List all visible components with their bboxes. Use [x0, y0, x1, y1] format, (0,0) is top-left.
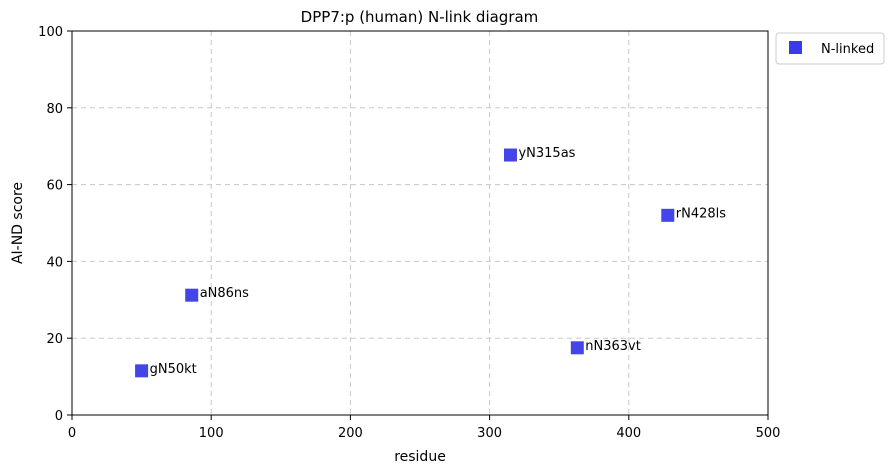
data-point	[185, 288, 199, 302]
x-tick-label: 500	[756, 426, 781, 441]
y-axis: 0 20 40 60 80 100	[38, 25, 72, 424]
point-label: gN50kt	[150, 362, 197, 377]
legend-label: N-linked	[821, 42, 874, 57]
x-tick-label: 0	[68, 426, 76, 441]
data-point	[503, 148, 517, 162]
y-tick-label: 40	[46, 255, 63, 270]
grid-lines	[71, 30, 769, 416]
data-point	[661, 208, 675, 222]
data-point	[135, 364, 149, 378]
y-tick-label: 100	[38, 25, 63, 40]
y-tick-label: 80	[46, 102, 63, 117]
x-tick-label: 100	[199, 426, 224, 441]
point-label: yN315as	[518, 146, 575, 161]
legend: N-linked	[775, 32, 885, 65]
legend-marker	[789, 41, 802, 54]
y-axis-title: AI-ND score	[10, 182, 26, 264]
y-tick-label: 60	[46, 179, 63, 194]
y-tick-label: 0	[55, 409, 63, 424]
point-label: nN363vt	[585, 339, 641, 354]
y-tick-label: 20	[46, 332, 63, 347]
data-points: gN50kt aN86ns yN315as nN363vt rN428ls	[135, 146, 726, 378]
chart-title: DPP7:p (human) N-link diagram	[301, 8, 539, 26]
x-tick-label: 200	[338, 426, 363, 441]
data-point	[570, 341, 584, 355]
x-axis-title: residue	[394, 449, 446, 465]
legend-frame	[775, 32, 885, 65]
point-label: rN428ls	[676, 206, 726, 221]
x-tick-label: 400	[616, 426, 641, 441]
x-tick-label: 300	[477, 426, 502, 441]
point-label: aN86ns	[200, 286, 249, 301]
x-axis: 0 100 200 300 400 500	[68, 415, 781, 441]
plot-area	[71, 30, 769, 416]
